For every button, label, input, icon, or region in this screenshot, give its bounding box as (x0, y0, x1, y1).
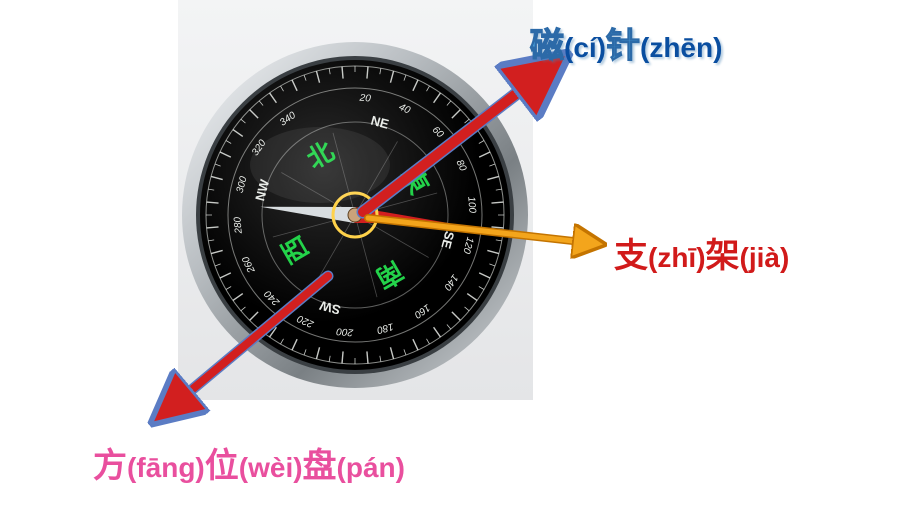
svg-text:220: 220 (295, 312, 316, 330)
svg-text:260: 260 (240, 254, 258, 275)
svg-text:140: 140 (441, 272, 460, 292)
svg-text:東: 東 (395, 162, 434, 200)
svg-text:NE: NE (369, 113, 391, 132)
svg-text:80: 80 (454, 158, 469, 173)
svg-text:NW: NW (252, 177, 272, 203)
svg-text:320: 320 (250, 138, 269, 158)
svg-text:200: 200 (336, 325, 355, 338)
svg-text:60: 60 (430, 125, 446, 141)
svg-text:SE: SE (438, 230, 457, 251)
svg-text:180: 180 (375, 320, 394, 335)
svg-text:40: 40 (397, 102, 412, 117)
svg-text:280: 280 (232, 216, 245, 235)
compass-illustration: 20 40 60 80 100 120 140 160 180 200 220 240260 280 30… (173, 33, 538, 398)
svg-text:160: 160 (412, 301, 432, 320)
label-dial: 方(fāng)位(wèi)盘(pán) (93, 438, 405, 487)
svg-text:120: 120 (460, 236, 475, 255)
svg-text:20: 20 (358, 93, 371, 105)
label-needle: 磁(cí)针(zhēn) (530, 18, 722, 67)
callout-arrows (158, 60, 600, 418)
diagram-stage: { "canvas":{"w":920,"h":518,"bg":"#fffff… (0, 0, 920, 518)
svg-text:西: 西 (276, 231, 315, 269)
svg-text:240: 240 (262, 288, 283, 309)
svg-text:340: 340 (278, 110, 298, 129)
svg-text:300: 300 (235, 175, 250, 194)
label-pivot: 支(zhī)架(jià) (614, 228, 789, 277)
svg-text:北: 北 (302, 136, 340, 175)
svg-text:100: 100 (465, 196, 477, 214)
svg-text:南: 南 (371, 255, 409, 294)
svg-text:SW: SW (317, 298, 342, 318)
photo-background (178, 0, 533, 400)
